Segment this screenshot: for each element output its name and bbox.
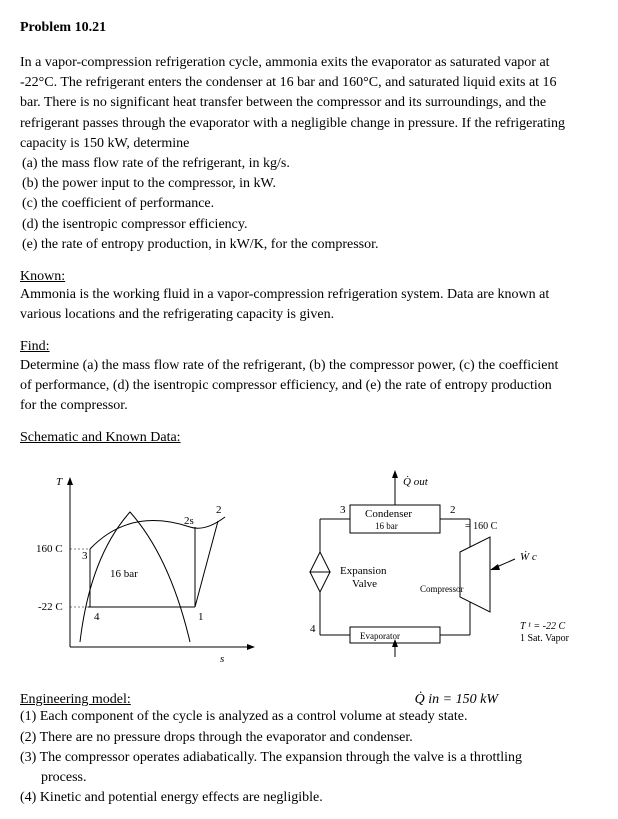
- condenser-label: Condenser: [365, 508, 412, 520]
- condenser-detail: 16 bar: [375, 521, 398, 531]
- point-2: 2: [216, 504, 222, 516]
- point-4: 4: [94, 611, 100, 623]
- item-b: (b) the power input to the compressor, i…: [22, 175, 598, 193]
- q-out-label: Q̇ out: [403, 476, 429, 488]
- intro-line: refrigerant passes through the evaporato…: [20, 115, 598, 133]
- state-4: 4: [310, 623, 316, 635]
- item-c: (c) the coefficient of performance.: [22, 195, 598, 213]
- intro-line: -22°C. The refrigerant enters the conden…: [20, 74, 598, 92]
- state-1-detail: 1 Sat. Vapor: [520, 633, 570, 644]
- item-e: (e) the rate of entropy production, in k…: [22, 236, 598, 254]
- cycle-schematic: Condenser 16 bar Q̇ out 3 2 = 160 C Expa…: [310, 470, 570, 657]
- q-in-label: Q̇ in = 150 kW: [415, 692, 498, 708]
- schematic-heading: Schematic and Known Data:: [20, 429, 598, 447]
- eng-item-3a: (3) The compressor operates adiabaticall…: [20, 749, 598, 767]
- eng-item-4: (4) Kinetic and potential energy effects…: [20, 789, 598, 807]
- known-text: various locations and the refrigerating …: [20, 306, 598, 324]
- find-text: for the compressor.: [20, 397, 598, 415]
- eng-item-1: (1) Each component of the cycle is analy…: [20, 708, 598, 726]
- evaporator-label: Evaporator: [360, 631, 400, 641]
- find-heading: Find:: [20, 338, 598, 356]
- item-d: (d) the isentropic compressor efficiency…: [22, 216, 598, 234]
- intro-line: bar. There is no significant heat transf…: [20, 94, 598, 112]
- engineering-heading: Engineering model:: [20, 692, 131, 707]
- find-text: of performance, (d) the isentropic compr…: [20, 377, 598, 395]
- ts-diagram: T s 160 C -22 C 16 bar 3 4 1 2s 2: [36, 476, 255, 665]
- high-temp-label: 160 C: [36, 543, 63, 555]
- axis-T-label: T: [56, 476, 63, 488]
- intro-line: In a vapor-compression refrigeration cyc…: [20, 54, 598, 72]
- pressure-label: 16 bar: [110, 568, 138, 580]
- problem-statement: In a vapor-compression refrigeration cyc…: [20, 54, 598, 254]
- valve-label: Valve: [352, 578, 377, 590]
- expansion-label: Expansion: [340, 565, 387, 577]
- eng-item-2: (2) There are no pressure drops through …: [20, 729, 598, 747]
- item-a: (a) the mass flow rate of the refrigeran…: [22, 155, 598, 173]
- problem-title: Problem 10.21: [20, 20, 598, 36]
- engineering-model: Engineering model: Q̇ in = 150 kW (1) Ea…: [20, 692, 598, 807]
- find-text: Determine (a) the mass flow rate of the …: [20, 357, 598, 375]
- low-temp-label: -22 C: [38, 601, 63, 613]
- compressor-label: Compressor: [420, 584, 464, 594]
- state-3: 3: [340, 504, 346, 516]
- intro-line: capacity is 150 kW, determine: [20, 135, 598, 153]
- point-1: 1: [198, 611, 204, 623]
- known-text: Ammonia is the working fluid in a vapor-…: [20, 286, 598, 304]
- schematic-diagrams: T s 160 C -22 C 16 bar 3 4 1 2s 2: [20, 457, 598, 682]
- point-2s: 2s: [184, 515, 194, 527]
- state-1-T: T ¹ = -22 C: [520, 621, 565, 632]
- state-2: 2: [450, 504, 456, 516]
- axis-s-label: s: [220, 653, 224, 665]
- point-3: 3: [82, 550, 88, 562]
- known-heading: Known:: [20, 268, 598, 286]
- w-label: Ẇ c: [520, 551, 537, 563]
- eng-item-3b: process.: [20, 769, 598, 787]
